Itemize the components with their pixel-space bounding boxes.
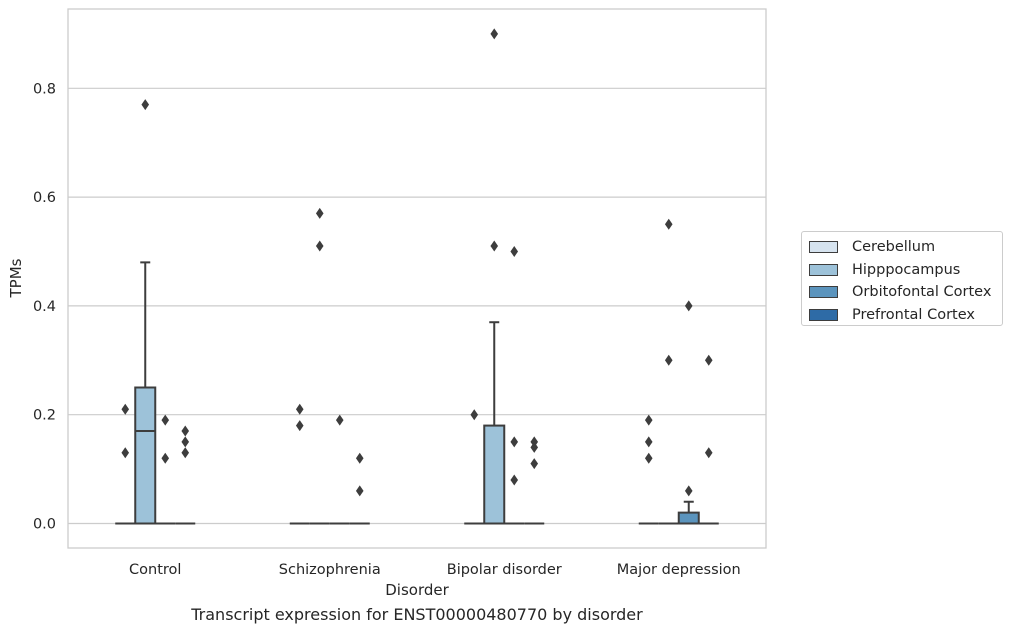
y-tick-label: 0.8 bbox=[33, 81, 56, 97]
outlier-point bbox=[181, 436, 190, 448]
outlier-point bbox=[644, 436, 653, 448]
box-body bbox=[134, 386, 157, 525]
box-3-2 bbox=[524, 436, 545, 525]
legend-swatch bbox=[809, 263, 838, 276]
y-tick-label: 0.6 bbox=[33, 190, 56, 206]
boxes bbox=[115, 28, 719, 525]
outlier-point bbox=[181, 447, 190, 459]
outlier-point bbox=[684, 485, 693, 497]
box-2-2 bbox=[504, 246, 525, 525]
box-2-0 bbox=[155, 414, 176, 525]
box-body bbox=[677, 511, 700, 525]
box-1-2 bbox=[483, 28, 506, 525]
x-tick-label: Major depression bbox=[617, 562, 741, 578]
legend-item-prefrontal-cortex: Prefrontal Cortex bbox=[809, 304, 1002, 327]
legend-item-orbitofrontal-cortex: Orbitofontal Cortex bbox=[809, 281, 1002, 304]
outlier-point bbox=[121, 447, 130, 459]
legend-label: Cerebellum bbox=[852, 239, 936, 256]
box-0-1 bbox=[289, 403, 310, 525]
y-tick-label: 0.0 bbox=[33, 517, 56, 533]
chart-caption: Transcript expression for ENST0000048077… bbox=[191, 605, 643, 624]
outlier-point bbox=[470, 409, 479, 421]
legend-label: Orbitofontal Cortex bbox=[852, 284, 992, 301]
y-tick-label: 0.4 bbox=[33, 299, 56, 315]
box-3-1 bbox=[349, 452, 370, 525]
outlier-point bbox=[644, 414, 653, 426]
legend-item-cerebellum: Cerebellum bbox=[809, 236, 1002, 259]
y-tick-label: 0.2 bbox=[33, 408, 56, 424]
outlier-point bbox=[295, 420, 304, 432]
x-axis-label: Disorder bbox=[385, 581, 449, 599]
outlier-point bbox=[295, 403, 304, 415]
box-1-1 bbox=[309, 207, 330, 525]
outlier-point bbox=[315, 207, 324, 219]
legend: Cerebellum Hipppocampus Orbitofontal Cor… bbox=[801, 231, 1003, 326]
legend-swatch bbox=[809, 241, 838, 254]
outlier-point bbox=[510, 436, 519, 448]
box-body bbox=[483, 424, 506, 525]
outlier-point bbox=[490, 28, 499, 40]
box-3-3 bbox=[698, 354, 719, 525]
x-tick-label: Control bbox=[129, 562, 181, 578]
outlier-point bbox=[161, 414, 170, 426]
box-0-2 bbox=[464, 409, 485, 525]
box-1-0 bbox=[134, 99, 157, 525]
y-axis-label: TPMs bbox=[7, 258, 25, 298]
outlier-point bbox=[315, 240, 324, 252]
legend-swatch bbox=[809, 286, 838, 299]
box-0-3 bbox=[638, 414, 659, 525]
outlier-point bbox=[664, 218, 673, 230]
x-tick-label: Bipolar disorder bbox=[447, 562, 562, 578]
plot-area bbox=[67, 8, 767, 549]
outlier-point bbox=[335, 414, 344, 426]
box-3-0 bbox=[175, 425, 196, 525]
outlier-point bbox=[490, 240, 499, 252]
outlier-point bbox=[704, 354, 713, 366]
y-tick-labels: 0.0 0.2 0.4 0.6 0.8 bbox=[33, 81, 56, 532]
legend-label: Prefrontal Cortex bbox=[852, 306, 975, 323]
outlier-point bbox=[355, 485, 364, 497]
box-1-3 bbox=[658, 218, 679, 525]
outlier-point bbox=[664, 354, 673, 366]
x-tick-labels: Control Schizophrenia Bipolar disorder Majo… bbox=[129, 562, 741, 578]
outlier-point bbox=[530, 458, 539, 470]
outlier-point bbox=[644, 452, 653, 464]
legend-item-hippocampus: Hipppocampus bbox=[809, 259, 1002, 282]
outlier-point bbox=[684, 300, 693, 312]
legend-label: Hipppocampus bbox=[852, 261, 961, 278]
outlier-point bbox=[161, 452, 170, 464]
outlier-point bbox=[181, 425, 190, 437]
outlier-point bbox=[355, 452, 364, 464]
box-2-1 bbox=[329, 414, 350, 525]
x-tick-label: Schizophrenia bbox=[279, 562, 381, 578]
box-2-3 bbox=[677, 300, 700, 525]
outlier-point bbox=[121, 403, 130, 415]
outlier-point bbox=[510, 246, 519, 257]
outlier-point bbox=[704, 447, 713, 459]
outlier-point bbox=[530, 441, 539, 453]
outlier-point bbox=[141, 99, 150, 111]
legend-swatch bbox=[809, 308, 838, 321]
box-0-0 bbox=[115, 403, 136, 525]
outlier-point bbox=[510, 474, 519, 486]
